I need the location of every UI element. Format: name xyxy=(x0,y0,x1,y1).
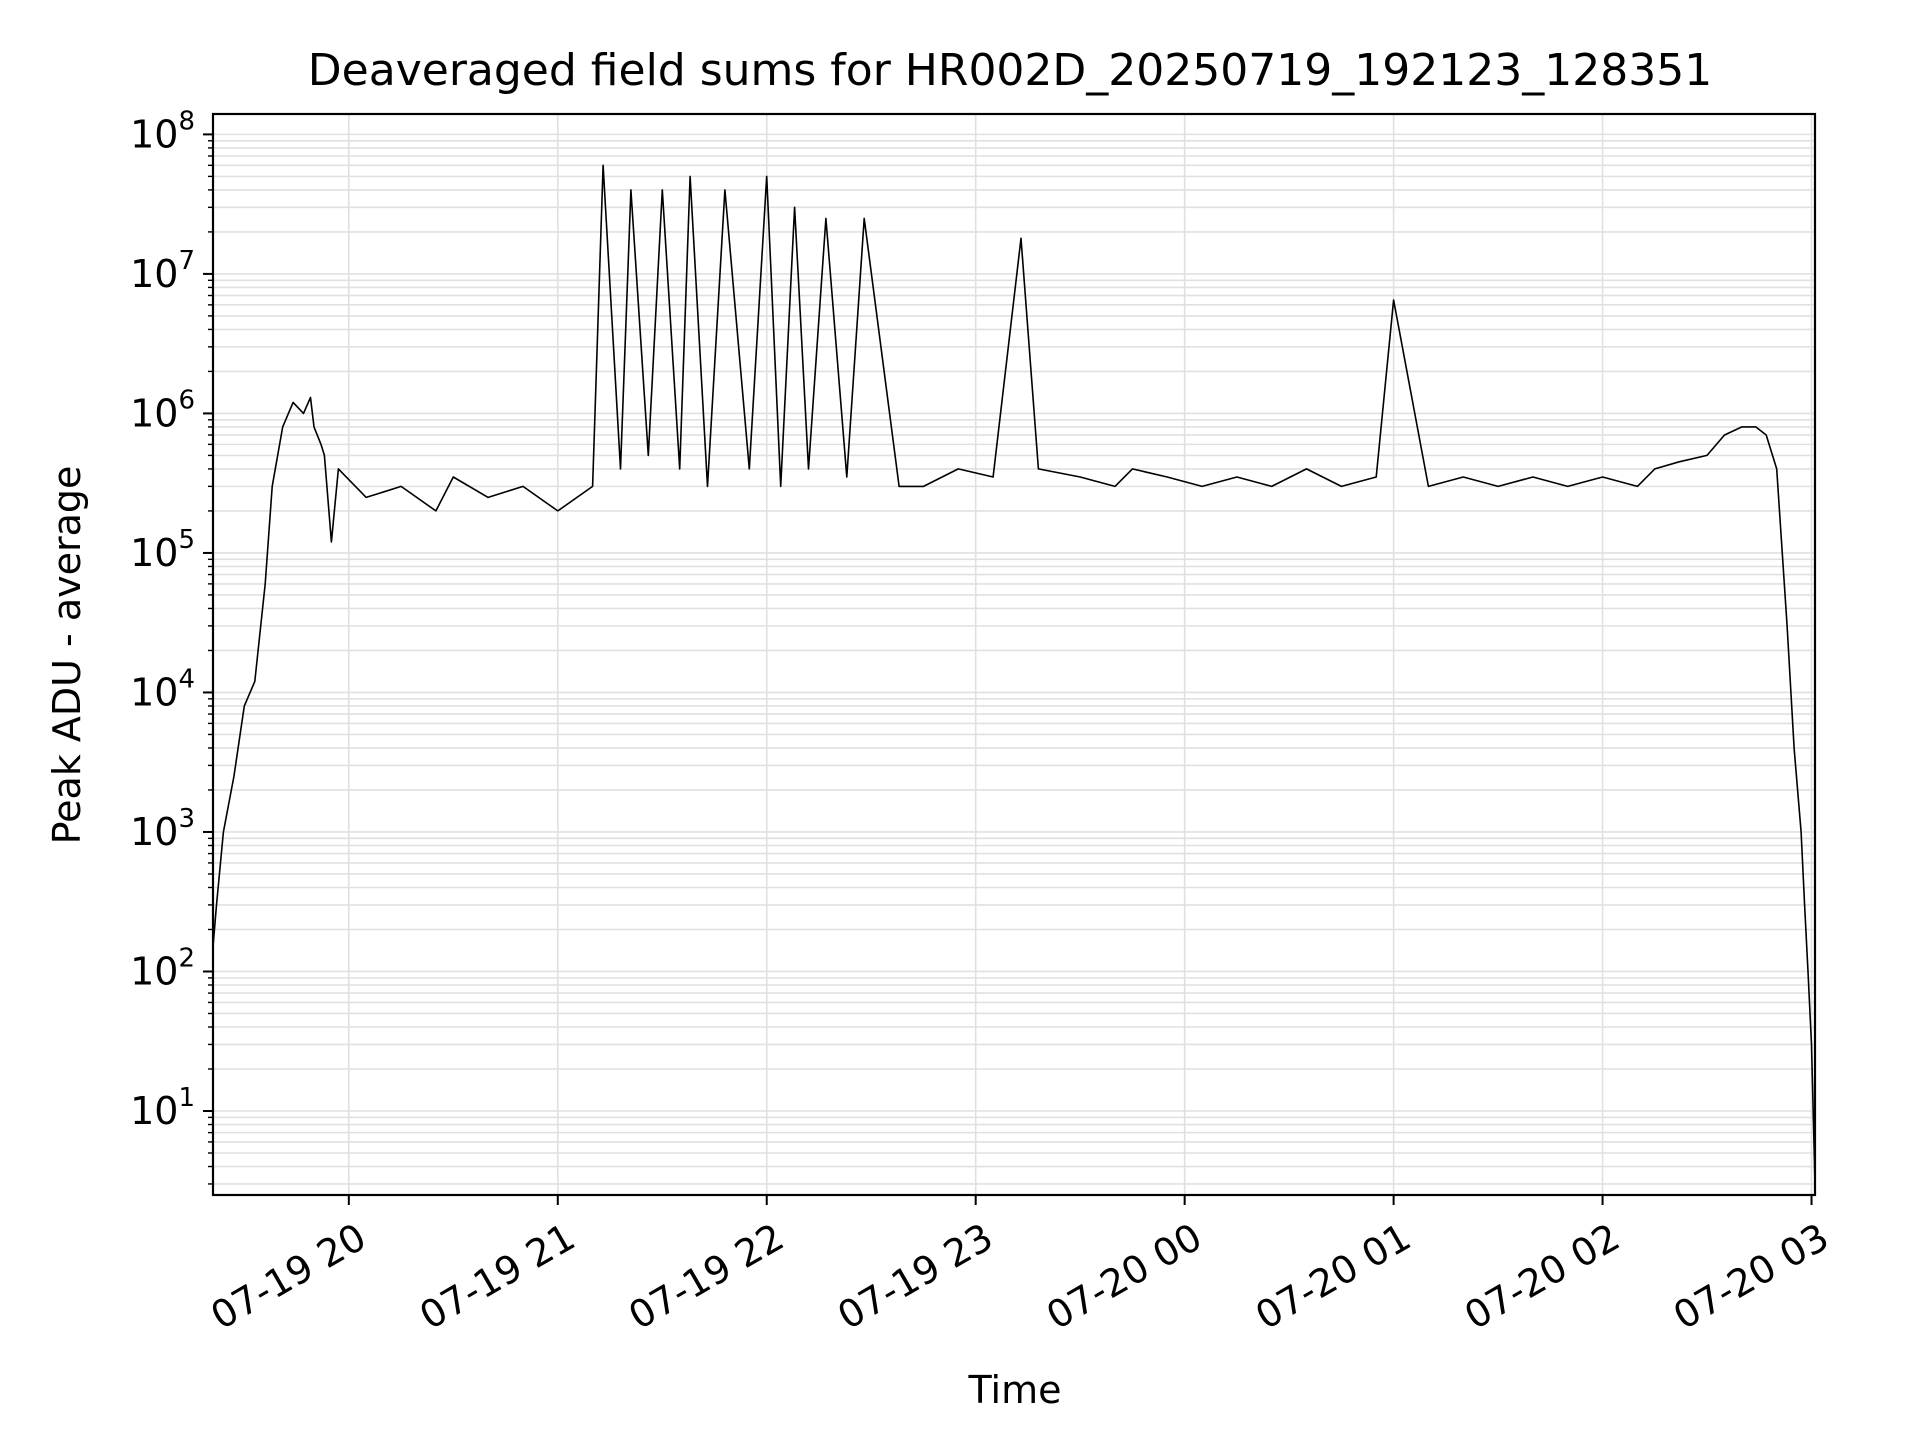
y-tick-label: 103 xyxy=(130,804,195,854)
y-tick-label: 108 xyxy=(130,106,195,156)
y-tick-label: 107 xyxy=(130,246,195,296)
plot-frame xyxy=(211,112,1817,1197)
x-axis-label: Time xyxy=(968,1368,1062,1412)
y-tick-label: 104 xyxy=(130,664,195,714)
y-tick-label: 105 xyxy=(130,525,195,575)
chart-title: Deaveraged field sums for HR002D_2025071… xyxy=(308,45,1712,96)
y-tick-label: 102 xyxy=(130,943,195,993)
line-layer xyxy=(212,164,1816,1185)
grid-layer xyxy=(213,114,1815,1195)
y-tick-label: 101 xyxy=(130,1083,195,1133)
y-tick-label: 106 xyxy=(130,385,195,435)
y-axis-label: Peak ADU - average xyxy=(45,466,89,845)
data-series-line xyxy=(212,164,1816,1185)
